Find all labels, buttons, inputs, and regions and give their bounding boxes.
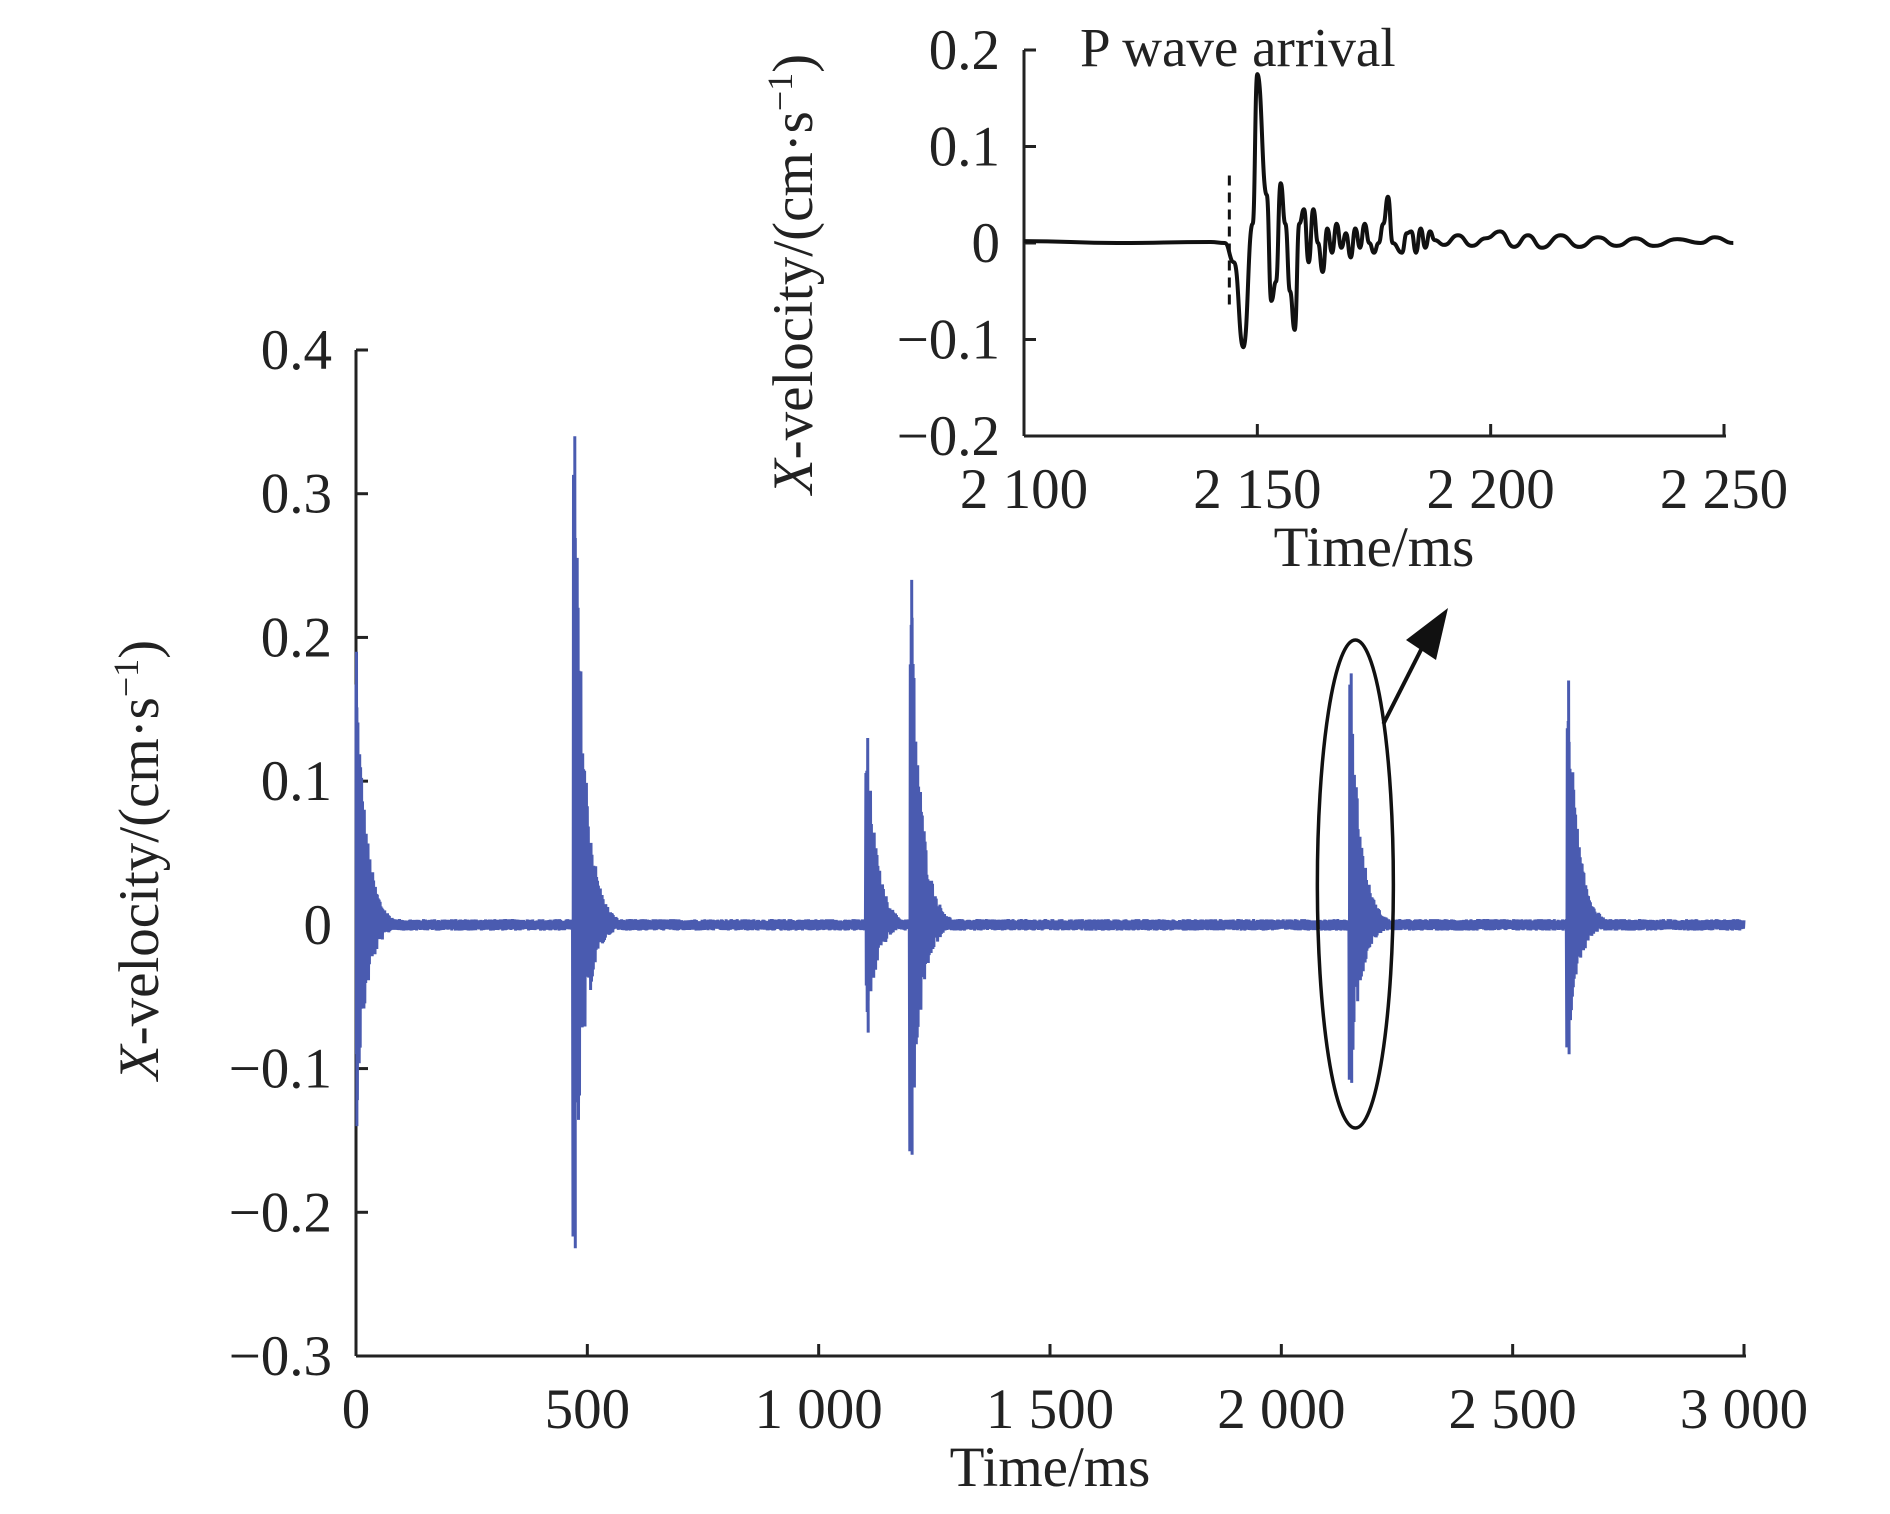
x-axis-title: Time/ms [1274,516,1475,579]
y-tick-label: −0.2 [229,1181,332,1244]
y-axis-title-close: ) [108,640,171,659]
inset-title: P wave arrival [1080,17,1396,78]
x-tick-label: 0 [342,1378,371,1441]
inset-chart: −0.2 −0.1 0 0.1 0.2 2 100 2 150 2 200 2 250 Time/… [760,17,1788,579]
arrow-head [1406,608,1448,660]
y-axis-title: X-velocity/(cm·s−1) [760,54,825,496]
y-tick-label: 0.1 [261,750,332,813]
x-tick-label: 1 500 [986,1378,1114,1441]
x-tick-label: 2 000 [1217,1378,1345,1441]
annotation-layer [1315,608,1448,1130]
y-axis-title-italic: X [108,1043,171,1082]
y-tick-label: 0.1 [929,116,1000,179]
x-tick-label: 1 000 [755,1378,883,1441]
x-tick-label: 2 500 [1449,1378,1577,1441]
inset-series-line [1023,72,1734,350]
y-tick-label: 0.2 [929,19,1000,82]
y-tick-label: −0.2 [897,405,1000,468]
y-axis-title-italic: X [762,457,825,496]
x-tick-label: 2 250 [1660,458,1788,521]
y-axis-title-text: -velocity/(cm·s [762,111,825,459]
y-tick-label: 0 [304,894,333,957]
y-tick-label: −0.1 [897,309,1000,372]
main-chart: −0.3 −0.2 −0.1 0 0.1 0.2 0.3 0.4 0 500 1 000 1 500 2… [106,319,1808,1499]
y-axis-title-close: ) [762,54,825,73]
arrow-shaft [1381,635,1430,725]
x-axis-title: Time/ms [950,1436,1151,1499]
highlight-ellipse [1315,638,1396,1130]
y-tick-label: 0.4 [261,319,332,382]
series-line [354,436,1746,1249]
x-tick-label: 3 000 [1680,1378,1808,1441]
y-tick-label: 0.3 [261,463,332,526]
y-tick-label: 0 [972,212,1001,275]
y-tick-label: −0.3 [229,1325,332,1388]
y-tick-label: −0.1 [229,1038,332,1101]
x-tick-label: 2 100 [960,458,1088,521]
y-axis-title-sup: −1 [760,73,800,111]
x-tick-label: 2 150 [1193,458,1321,521]
y-axis-title-text: -velocity/(cm·s [108,697,171,1045]
y-axis-title-sup: −1 [106,659,146,697]
y-tick-label: 0.2 [261,606,332,669]
x-tick-label: 2 200 [1427,458,1555,521]
y-axis-title: X-velocity/(cm·s−1) [106,640,171,1082]
x-tick-label: 500 [545,1378,631,1441]
